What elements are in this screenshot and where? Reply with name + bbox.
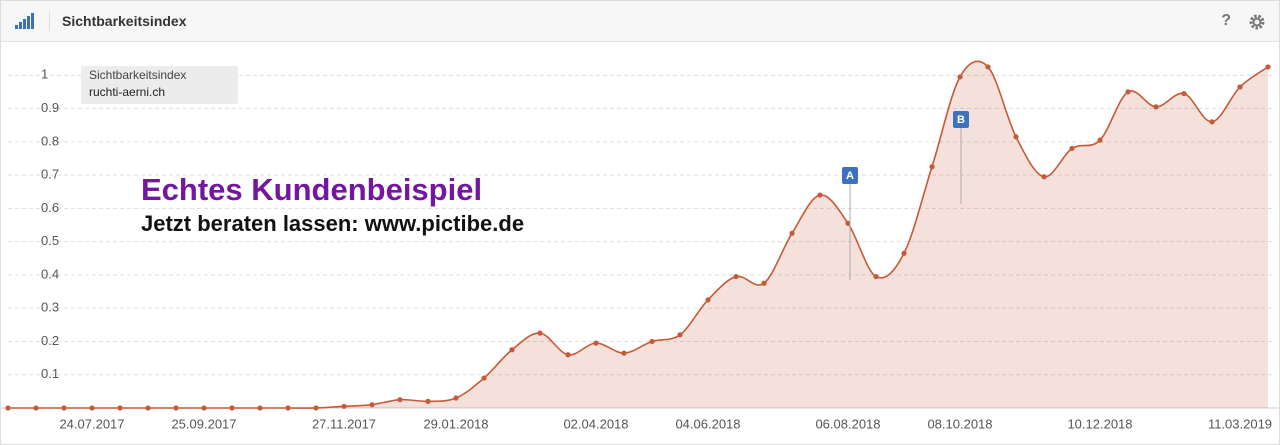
- x-tick-label: 08.10.2018: [927, 416, 992, 431]
- point: [145, 405, 151, 411]
- annotation-marker[interactable]: [842, 167, 858, 184]
- point: [845, 220, 851, 226]
- y-tick-label: 0.8: [41, 133, 59, 148]
- headline: Echtes Kundenbeispiel: [141, 172, 482, 207]
- point: [873, 273, 879, 280]
- point: [33, 405, 39, 411]
- point: [481, 375, 487, 381]
- point: [1181, 90, 1187, 97]
- y-tick-label: 0.9: [41, 100, 59, 115]
- point: [957, 74, 963, 80]
- point: [1125, 89, 1131, 95]
- icon: [15, 13, 34, 29]
- annotation-label: B: [957, 114, 965, 126]
- y-tick-label: 0.7: [41, 167, 59, 182]
- x-tick-label: 06.08.2018: [815, 416, 880, 431]
- point: [1041, 174, 1047, 180]
- x-tick-label: 25.09.2017: [171, 416, 236, 431]
- legend-entry: ruchti-aerni.ch: [89, 85, 165, 99]
- point: [761, 280, 767, 286]
- y-tick-label: 0.3: [41, 300, 59, 315]
- line: [8, 60, 1269, 409]
- point: [901, 250, 907, 256]
- x-tick-label: 02.04.2018: [563, 416, 628, 431]
- point: [817, 192, 823, 198]
- x-tick-label: 24.07.2017: [59, 416, 124, 431]
- point: [61, 405, 67, 411]
- y-tick-label: 0.2: [41, 333, 59, 348]
- chart: 0.1 0.2 0.3 0.4 0.5 0.6 0.7 0.8 0.9 1 24.07.2017 25…: [1, 60, 1279, 431]
- point: [1013, 134, 1019, 140]
- point: [1265, 64, 1271, 70]
- x-tick-label: 27.11.2017: [312, 416, 376, 431]
- point: [229, 405, 235, 411]
- annotation-label: A: [846, 170, 854, 182]
- point: [173, 405, 179, 411]
- point: [453, 395, 459, 401]
- y-tick-label: 1: [41, 67, 48, 82]
- y-tick-label: 0.4: [41, 266, 59, 281]
- point: [1209, 119, 1215, 125]
- legend: Sichtbarkeitsindex ruchti-aerni.ch: [81, 66, 238, 104]
- header-title: Sichtbarkeitsindex: [49, 11, 187, 31]
- point: [5, 405, 11, 411]
- point: [1069, 145, 1075, 152]
- area: [8, 61, 1268, 409]
- point: [425, 398, 431, 404]
- point: [285, 405, 291, 411]
- settings-button[interactable]: [1249, 14, 1265, 30]
- point: [537, 330, 543, 336]
- point: [313, 405, 319, 411]
- annotation-marker[interactable]: [953, 111, 969, 128]
- y-tick-label: 0.6: [41, 200, 59, 215]
- point: [593, 340, 599, 346]
- point: [89, 405, 95, 411]
- y-tick-label: 0.5: [41, 233, 59, 248]
- point: [677, 332, 683, 338]
- subline: Jetzt beraten lassen: www.pictibe.de: [141, 211, 524, 236]
- point: [565, 352, 571, 358]
- point: [649, 338, 655, 345]
- point: [621, 350, 627, 356]
- x-tick-label: 04.06.2018: [675, 416, 740, 431]
- point: [201, 405, 207, 411]
- point: [369, 402, 375, 408]
- x-tick-label: 10.12.2018: [1067, 416, 1132, 431]
- header: Sichtbarkeitsindex ?: [1, 1, 1279, 42]
- legend-title: Sichtbarkeitsindex: [89, 68, 186, 82]
- point: [705, 297, 711, 303]
- x-tick-label: 29.01.2018: [423, 416, 488, 431]
- y-tick-label: 0.1: [41, 366, 59, 381]
- help-button[interactable]: ?: [1221, 12, 1231, 29]
- point: [397, 397, 403, 403]
- point: [985, 64, 991, 70]
- point: [789, 230, 795, 236]
- point: [1153, 104, 1159, 110]
- point: [733, 273, 739, 280]
- point: [341, 403, 347, 409]
- legend-box: [81, 66, 238, 104]
- point: [509, 347, 515, 353]
- point: [257, 405, 263, 411]
- point: [1237, 84, 1243, 90]
- point: [929, 164, 935, 170]
- point: [1097, 137, 1103, 143]
- point: [117, 405, 123, 411]
- x-tick-label: 11.03.2019: [1208, 416, 1272, 431]
